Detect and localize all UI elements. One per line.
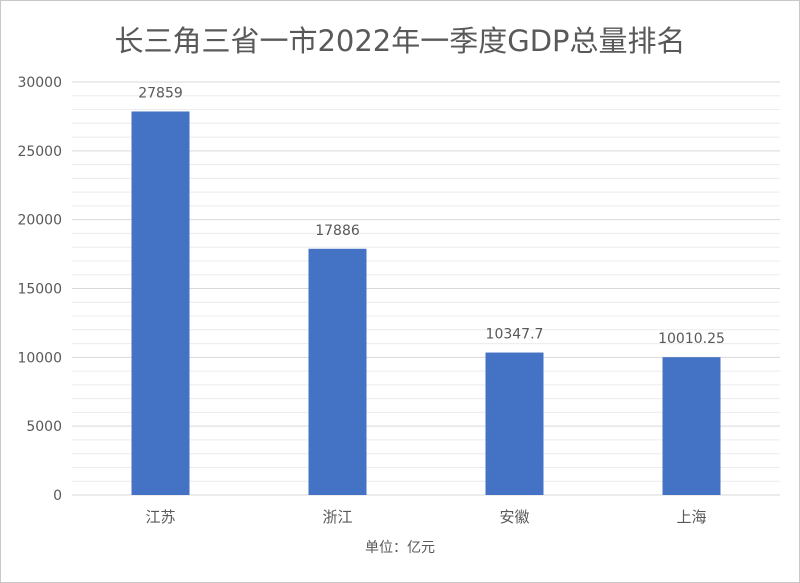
bar-4 — [662, 357, 721, 495]
y-tick-label: 30000 — [17, 75, 62, 91]
y-tick-label: 20000 — [17, 213, 62, 229]
y-tick-label: 25000 — [17, 144, 62, 160]
data-label: 17886 — [315, 223, 360, 239]
bar-2 — [308, 248, 367, 495]
x-tick-label: 江苏 — [145, 508, 175, 526]
y-tick-label: 5000 — [26, 419, 62, 435]
x-tick-label: 上海 — [676, 508, 706, 526]
bar-3 — [485, 352, 544, 495]
data-label: 10347.7 — [486, 327, 544, 343]
y-tick-label: 10000 — [17, 350, 62, 366]
x-tick-label: 浙江 — [322, 508, 352, 526]
x-tick-label: 安徽 — [499, 508, 529, 526]
y-tick-label: 15000 — [17, 282, 62, 298]
y-tick-label: 0 — [53, 488, 62, 504]
x-axis-label: 单位：亿元 — [365, 540, 435, 556]
chart-title: 长三角三省一市2022年一季度GDP总量排名 — [114, 24, 686, 58]
data-label: 27859 — [138, 85, 183, 101]
data-label: 10010.25 — [658, 331, 725, 347]
bar-1 — [131, 111, 190, 496]
